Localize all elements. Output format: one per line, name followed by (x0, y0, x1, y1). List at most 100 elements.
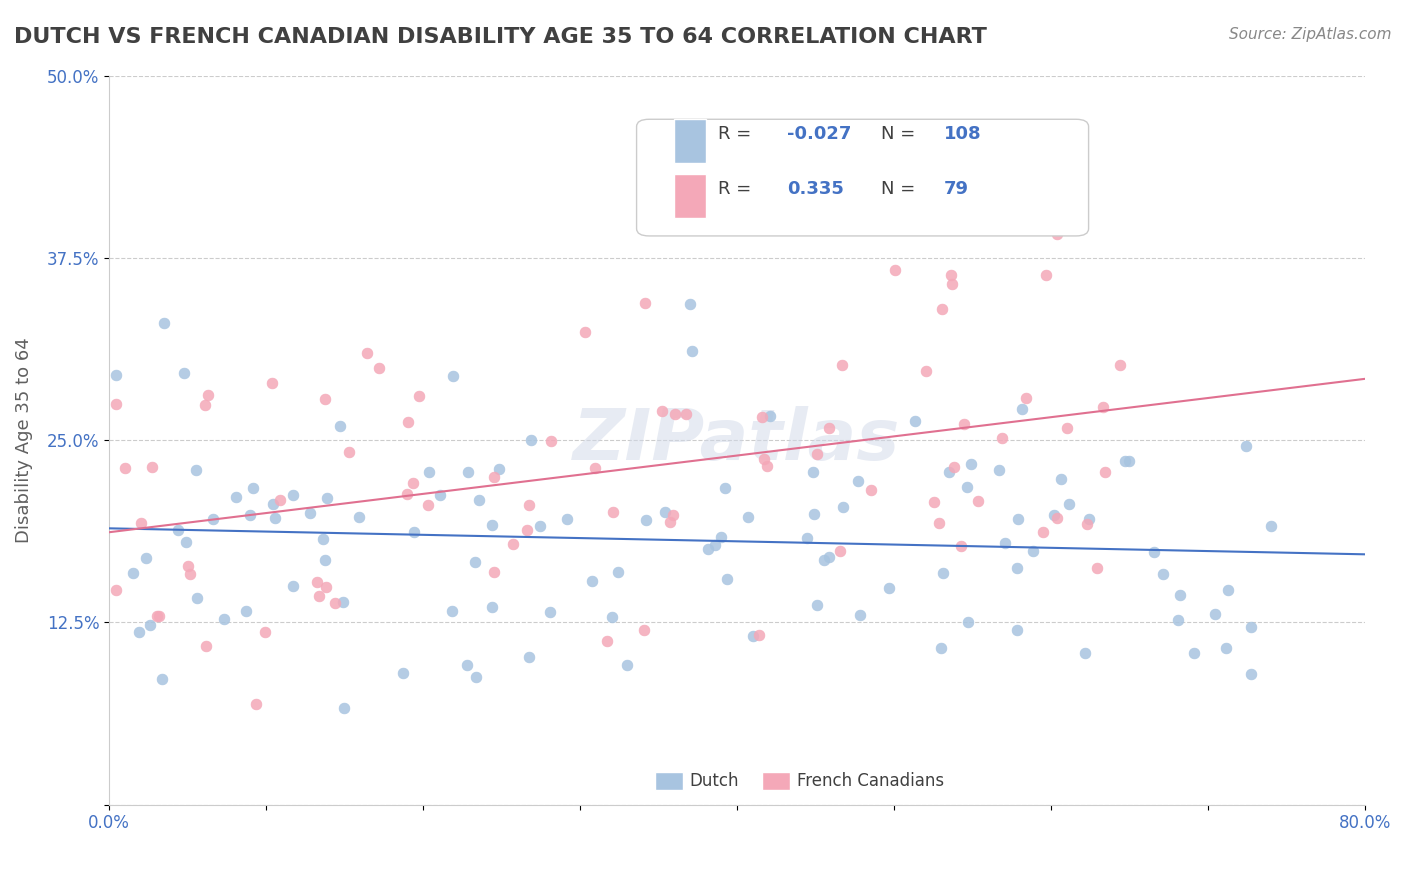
Text: 108: 108 (945, 125, 981, 143)
Point (994, 536, 1017, 550)
Point (987, 462, 1010, 476)
Point (956, 480, 979, 494)
Point (904, 414, 927, 428)
Point (928, 516, 950, 531)
Point (960, 457, 983, 471)
Point (1046, 227, 1069, 241)
Point (186, 463, 208, 477)
Text: R =: R = (718, 125, 758, 143)
Point (915, 364, 938, 378)
Point (661, 508, 683, 522)
Point (262, 376, 284, 390)
Point (1015, 391, 1038, 405)
Point (122, 566, 145, 580)
Text: Source: ZipAtlas.com: Source: ZipAtlas.com (1229, 27, 1392, 42)
Point (314, 553, 336, 567)
Point (1091, 400, 1114, 414)
Text: French Canadians: French Canadians (797, 772, 945, 789)
Point (1234, 439, 1257, 453)
Point (281, 579, 304, 593)
Point (307, 575, 329, 590)
Point (813, 553, 835, 567)
Text: 79: 79 (945, 179, 969, 197)
Point (1182, 647, 1205, 661)
Point (356, 346, 378, 360)
Point (202, 512, 225, 526)
Point (488, 462, 510, 476)
Point (574, 325, 596, 339)
Point (402, 524, 425, 539)
Point (179, 566, 201, 581)
Point (281, 488, 304, 502)
Point (262, 497, 284, 511)
Point (367, 361, 389, 376)
Point (990, 431, 1012, 445)
Point (441, 368, 464, 383)
Point (966, 493, 988, 508)
Point (148, 609, 170, 624)
Point (783, 219, 806, 233)
Point (254, 625, 277, 640)
Point (616, 657, 638, 672)
Point (931, 301, 953, 316)
Point (1118, 453, 1140, 467)
Point (759, 409, 782, 423)
Point (408, 389, 430, 403)
Point (517, 498, 540, 512)
Point (752, 451, 775, 466)
Point (174, 535, 197, 549)
Point (332, 595, 354, 609)
Point (239, 508, 262, 523)
Point (225, 490, 247, 504)
Point (329, 418, 352, 433)
Point (314, 392, 336, 406)
Point (1168, 588, 1191, 602)
Point (538, 605, 561, 619)
Point (1240, 667, 1263, 681)
Point (1056, 421, 1078, 435)
Point (1085, 560, 1108, 574)
Point (957, 615, 980, 629)
Point (696, 541, 718, 556)
Point (152, 673, 174, 687)
Point (848, 607, 870, 622)
Point (931, 566, 953, 580)
Point (1005, 623, 1028, 637)
Point (832, 500, 855, 515)
Text: DUTCH VS FRENCH CANADIAN DISABILITY AGE 35 TO 64 CORRELATION CHART: DUTCH VS FRENCH CANADIAN DISABILITY AGE … (14, 27, 987, 46)
Point (1218, 582, 1240, 597)
Point (146, 609, 169, 624)
Point (751, 410, 773, 425)
Point (186, 591, 208, 606)
Point (681, 343, 703, 358)
Point (484, 565, 506, 579)
Point (114, 461, 136, 475)
Point (418, 498, 440, 512)
Point (1007, 512, 1029, 526)
Point (929, 641, 952, 656)
Point (846, 474, 869, 488)
Point (1046, 511, 1069, 525)
FancyBboxPatch shape (655, 772, 683, 790)
Text: N =: N = (882, 179, 915, 197)
Point (938, 465, 960, 479)
Point (1239, 619, 1261, 633)
Point (737, 509, 759, 524)
Point (128, 625, 150, 640)
Point (1011, 402, 1033, 417)
Point (741, 629, 763, 643)
Text: R =: R = (718, 179, 758, 197)
Point (269, 493, 291, 508)
Point (333, 701, 356, 715)
Point (481, 517, 503, 532)
Point (166, 524, 188, 538)
Point (1142, 545, 1164, 559)
Point (1078, 512, 1101, 526)
Point (177, 559, 200, 574)
Text: N =: N = (882, 125, 915, 143)
Point (441, 604, 464, 618)
Point (658, 516, 681, 530)
Point (517, 649, 540, 664)
Point (315, 580, 337, 594)
Point (396, 415, 419, 429)
